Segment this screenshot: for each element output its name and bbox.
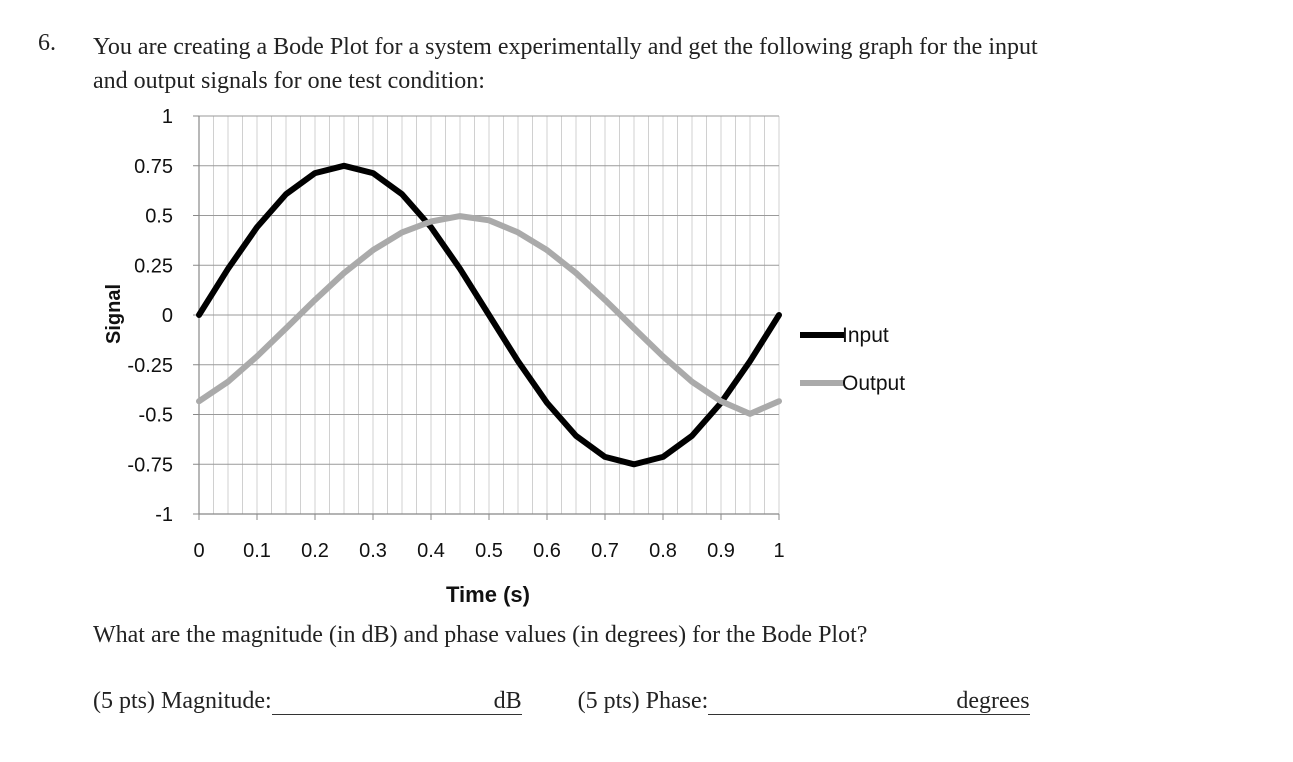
y-tick-label: 0.75 <box>134 156 173 178</box>
x-tick-label: 0 <box>193 540 204 562</box>
x-tick-label: 0.3 <box>359 540 387 562</box>
phase-unit: degrees <box>956 688 1030 715</box>
x-tick-label: 0.8 <box>649 540 677 562</box>
y-tick-label: -0.25 <box>127 355 173 377</box>
y-axis-label: Signal <box>103 284 125 344</box>
question-line-2: and output signals for one test conditio… <box>93 68 485 94</box>
y-tick-label: -0.5 <box>139 405 173 427</box>
question-line-1: You are creating a Bode Plot for a syste… <box>93 34 1038 60</box>
x-tick-label: 0.4 <box>417 540 445 562</box>
question-text: You are creating a Bode Plot for a syste… <box>93 30 1273 98</box>
answer-row: (5 pts) Magnitude: dB (5 pts) Phase: degre… <box>93 688 1030 715</box>
chart-series <box>196 162 782 468</box>
x-tick-label: 0.9 <box>707 540 735 562</box>
question-number: 6. <box>38 30 56 56</box>
x-tick-label: 1 <box>773 540 784 562</box>
y-tick-label: 0.5 <box>145 206 173 228</box>
series-line-input <box>196 162 782 468</box>
bode-question: What are the magnitude (in dB) and phase… <box>93 622 868 648</box>
x-tick-label: 0.2 <box>301 540 329 562</box>
magnitude-unit: dB <box>493 688 522 715</box>
y-tick-label: 0.25 <box>134 255 173 277</box>
magnitude-answer-blank[interactable] <box>271 688 494 715</box>
magnitude-label: (5 pts) Magnitude: <box>93 688 272 714</box>
series-line-output <box>196 213 782 417</box>
x-tick-label: 0.7 <box>591 540 619 562</box>
y-tick-label: 0 <box>162 305 173 327</box>
chart-legend: Input Output <box>800 324 905 395</box>
x-axis-label: Time (s) <box>446 582 530 607</box>
chart-grid <box>198 115 780 515</box>
x-tick-label: 0.5 <box>475 540 503 562</box>
x-tick-label: 0.6 <box>533 540 561 562</box>
chart-axes: 1 0.75 0.5 0.25 0 -0.25 -0.5 -0.75 -1 0 0.1 0.2 0.3 0… <box>127 106 784 562</box>
legend-label-output: Output <box>842 372 905 395</box>
x-tick-label: 0.1 <box>243 540 271 562</box>
legend-label-input: Input <box>842 324 889 347</box>
y-tick-label: -0.75 <box>127 454 173 476</box>
y-tick-label: 1 <box>162 106 173 128</box>
phase-answer-blank[interactable] <box>708 688 957 715</box>
y-tick-label: -1 <box>155 504 173 526</box>
phase-label: (5 pts) Phase: <box>577 688 709 714</box>
